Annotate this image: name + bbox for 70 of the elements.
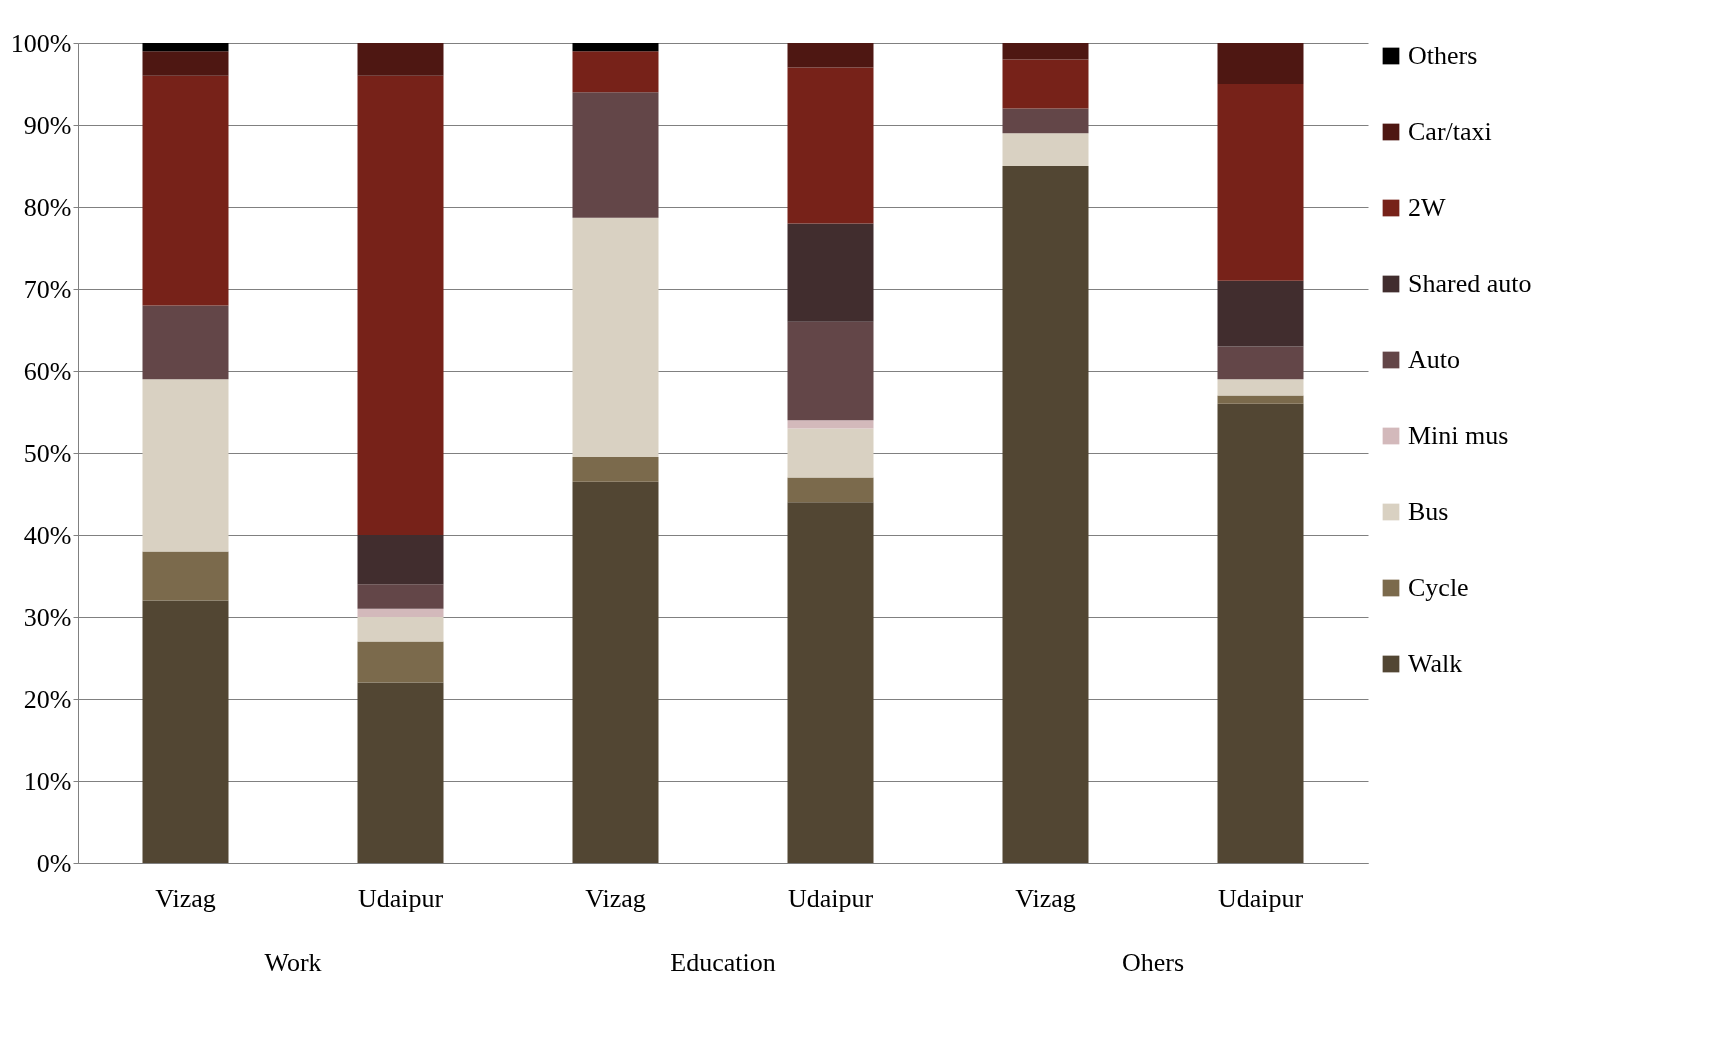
y-tick-label: 0%: [36, 848, 72, 878]
bar: [357, 682, 444, 863]
text: Ohers: [1121, 948, 1185, 977]
x-tick-label: Vizag: [585, 883, 646, 913]
x-tick-label: Udaipur: [357, 883, 444, 913]
bar: [357, 617, 444, 642]
bar: [1217, 395, 1304, 404]
y-tick-label: 30%: [23, 602, 72, 632]
bar: [787, 428, 874, 478]
bar: [787, 420, 874, 429]
bar: [1217, 43, 1304, 84]
bar: [572, 217, 659, 458]
bar: [357, 641, 444, 683]
bar: [142, 551, 229, 601]
y-tick-label: 70%: [23, 274, 72, 304]
x-tick-label: Vizag: [155, 883, 216, 913]
legend-label: Car/taxi: [1408, 117, 1492, 146]
bar: [787, 223, 874, 322]
bar: [572, 481, 659, 863]
bar: [572, 92, 659, 218]
bar: [357, 43, 444, 76]
bar: [142, 51, 229, 76]
bar: [142, 305, 229, 380]
bar: [572, 51, 659, 93]
bar: [1217, 403, 1304, 863]
bar: [142, 75, 229, 306]
bar: [787, 477, 874, 503]
bar: [787, 43, 874, 68]
y-tick-label: 40%: [23, 520, 72, 550]
bar: [1002, 59, 1089, 109]
bar: [787, 321, 874, 421]
bar: [357, 584, 444, 609]
bar: [1217, 346, 1304, 380]
legend-label: Walk: [1408, 649, 1463, 678]
y-tick-label: 60%: [23, 356, 72, 386]
bar: [787, 502, 874, 863]
bar: [1002, 166, 1089, 863]
legend-label: Bus: [1408, 497, 1449, 526]
legend-label: Auto: [1408, 345, 1460, 374]
x-tick-label: Udaipur: [1217, 883, 1304, 913]
legend-label: Mini mus: [1408, 421, 1509, 450]
text: Work: [264, 948, 322, 977]
y-tick-label: 100%: [10, 28, 72, 58]
legend-label: Cycle: [1408, 573, 1469, 602]
y-tick-label: 10%: [23, 766, 72, 796]
bar: [572, 43, 659, 52]
bar: [1002, 43, 1089, 60]
legend-label: 2W: [1408, 193, 1446, 222]
bar: [572, 457, 659, 482]
bar: [142, 600, 229, 863]
bar: [1217, 280, 1304, 347]
bar: [357, 75, 444, 535]
bar: [1217, 84, 1304, 281]
bar: [142, 379, 229, 552]
bar: [357, 608, 444, 617]
x-tick-label: Vizag: [1015, 883, 1076, 913]
bar: [787, 67, 874, 224]
y-tick-label: 80%: [23, 192, 72, 222]
bar: [1002, 133, 1089, 166]
legend-label: Others: [1408, 41, 1478, 70]
legend-label: Shared auto: [1408, 269, 1532, 298]
x-tick-label: Udaipur: [787, 883, 874, 913]
y-tick-label: 50%: [23, 438, 72, 468]
bar: [1217, 379, 1304, 396]
text: Education: [670, 948, 776, 977]
bar: [357, 535, 444, 585]
y-tick-label: 90%: [23, 110, 72, 140]
bar: [142, 43, 229, 52]
bar: [1002, 108, 1089, 134]
y-tick-label: 20%: [23, 684, 72, 714]
